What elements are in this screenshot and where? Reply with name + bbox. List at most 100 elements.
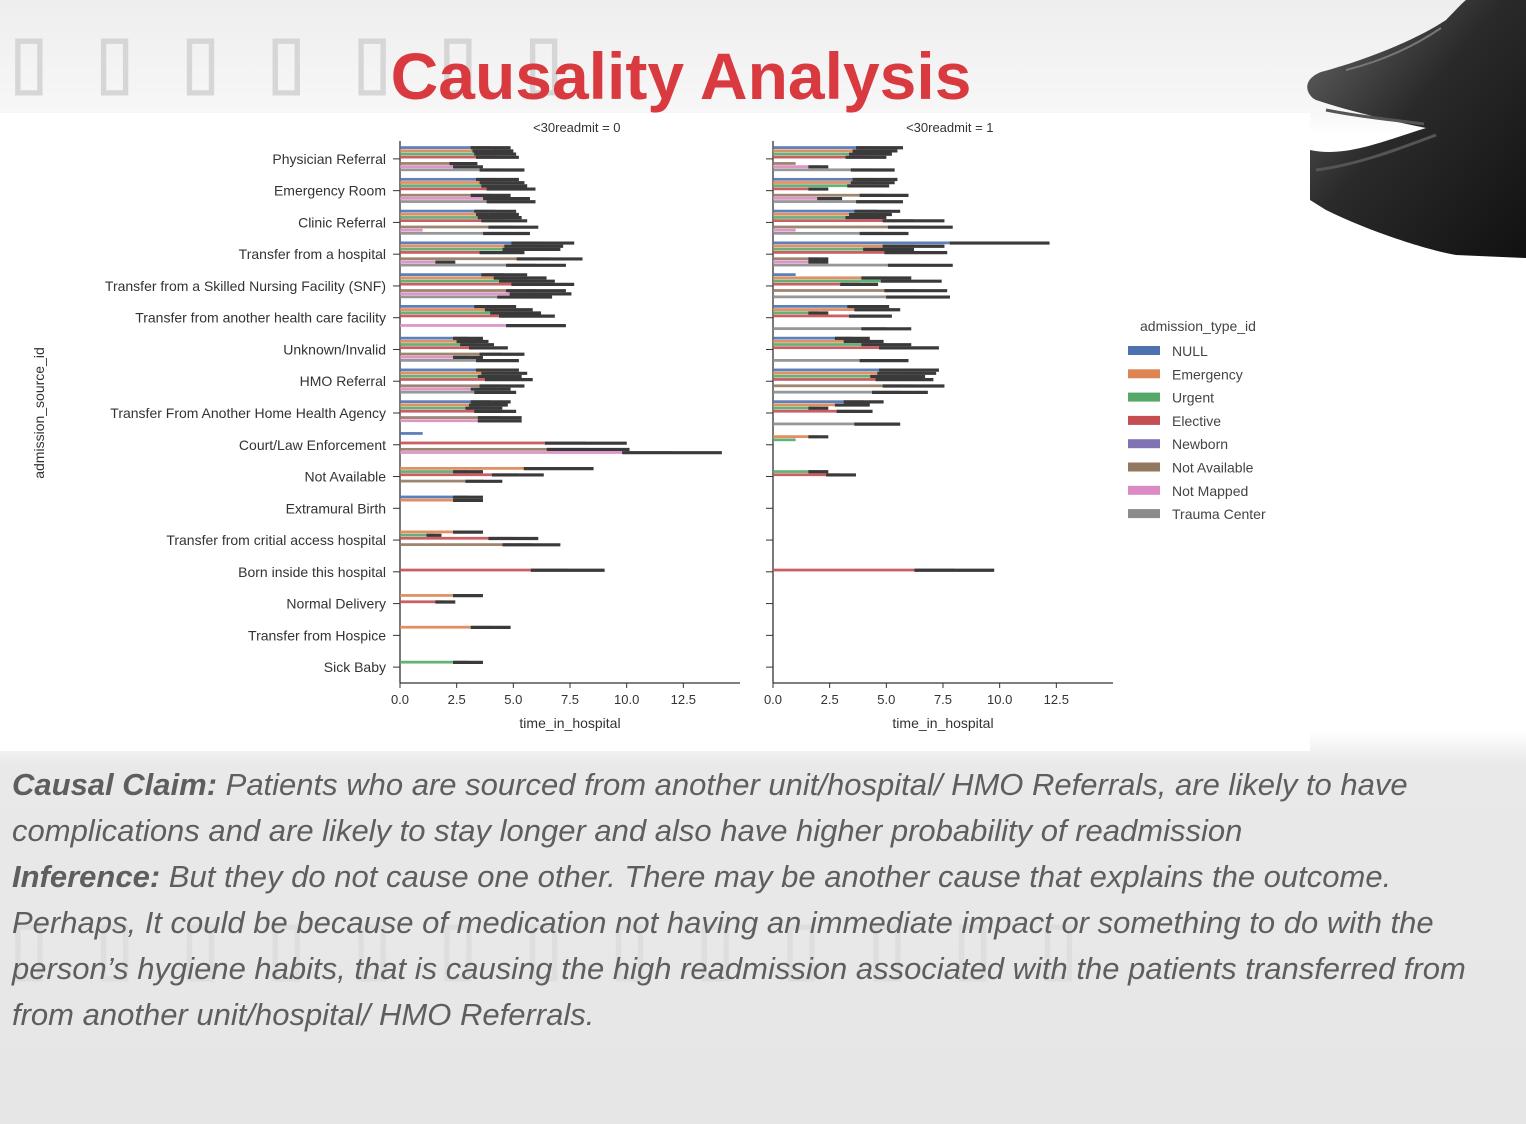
bar-emergency bbox=[400, 498, 468, 502]
bar-elective bbox=[400, 155, 498, 159]
legend-swatch-null bbox=[1128, 346, 1160, 355]
x-tick-label-1: 0.0 bbox=[764, 692, 782, 707]
bar-not-available bbox=[400, 543, 532, 547]
bar-not-available bbox=[773, 162, 796, 165]
bar-not-available bbox=[400, 162, 464, 165]
x-tick-label-0: 7.5 bbox=[561, 692, 579, 707]
bar-not-available bbox=[773, 225, 921, 229]
bar-elective bbox=[773, 568, 955, 572]
x-tick-label-1: 10.0 bbox=[987, 692, 1012, 707]
bar-elective bbox=[773, 473, 841, 477]
y-tick-label: Not Available bbox=[305, 469, 387, 485]
bar-null bbox=[773, 368, 909, 372]
bar-trauma-center bbox=[773, 327, 887, 331]
bar-null bbox=[773, 400, 864, 404]
bar-trauma-center bbox=[400, 295, 525, 299]
hand-image bbox=[1306, 0, 1526, 258]
bar-trauma-center bbox=[773, 422, 878, 426]
bar-not-available bbox=[400, 225, 514, 229]
bar-null bbox=[400, 432, 423, 435]
bar-elective bbox=[400, 251, 502, 254]
bar-not-available bbox=[400, 384, 502, 388]
bar-emergency bbox=[400, 244, 534, 248]
bar-elective bbox=[400, 409, 496, 413]
bar-not-mapped bbox=[773, 197, 830, 200]
bar-elective bbox=[773, 187, 819, 191]
bar-elective bbox=[400, 473, 518, 477]
bar-emergency bbox=[773, 435, 819, 439]
bar-not-mapped bbox=[400, 419, 500, 423]
y-tick-label: Unknown/Invalid bbox=[283, 341, 386, 357]
chart-background bbox=[0, 113, 1310, 751]
bar-null bbox=[400, 209, 496, 213]
bar-null bbox=[400, 305, 496, 308]
bar-not-available bbox=[773, 193, 885, 197]
bar-trauma-center bbox=[400, 359, 498, 362]
bar-elective bbox=[400, 314, 527, 318]
slide-notes: Causal Claim: Patients who are sourced f… bbox=[12, 762, 1517, 1038]
legend-title: admission_type_id bbox=[1140, 318, 1256, 334]
bar-elective bbox=[773, 314, 871, 318]
bar-elective bbox=[773, 155, 866, 159]
y-tick-label: Transfer from a Skilled Nursing Facility… bbox=[105, 278, 386, 294]
bar-chart: <30readmit = 0 0.0 2.5 5.0 7.5 10.0 12.5 time_i… bbox=[31, 120, 1266, 731]
bar-emergency bbox=[773, 371, 907, 375]
panel-title-1: <30readmit = 1 bbox=[906, 120, 993, 135]
bar-elective bbox=[400, 346, 489, 350]
causal-claim-text: Patients who are sourced from another un… bbox=[12, 767, 1408, 848]
bar-emergency bbox=[400, 308, 509, 311]
y-axis-label: admission_source_id bbox=[31, 347, 47, 479]
bar-emergency bbox=[400, 212, 498, 216]
y-tick-label: Clinic Referral bbox=[298, 214, 386, 230]
bar-emergency bbox=[773, 276, 887, 280]
bar-emergency bbox=[400, 276, 521, 280]
legend-label-elective: Elective bbox=[1172, 413, 1221, 429]
bar-null bbox=[773, 146, 880, 149]
bar-null bbox=[773, 305, 869, 308]
legend-swatch-newborn bbox=[1128, 439, 1160, 449]
y-tick-label: HMO Referral bbox=[300, 373, 386, 389]
bar-emergency bbox=[773, 149, 875, 153]
bar-not-available bbox=[400, 352, 502, 356]
bar-urgent bbox=[400, 406, 484, 410]
bar-emergency bbox=[773, 212, 871, 216]
bar-not-mapped bbox=[400, 324, 536, 327]
bar-not-available bbox=[400, 447, 589, 451]
bar-trauma-center bbox=[773, 263, 921, 267]
bar-urgent bbox=[773, 406, 819, 410]
bar-null bbox=[400, 336, 468, 340]
bar-urgent bbox=[400, 343, 478, 346]
x-tick-label-0: 10.0 bbox=[614, 692, 639, 707]
legend-swatch-trauma-center bbox=[1128, 509, 1160, 519]
bar-null bbox=[773, 336, 853, 340]
legend-label-urgent: Urgent bbox=[1172, 390, 1214, 406]
slide-title: Causality Analysis bbox=[390, 39, 972, 113]
x-axis-label-0: time_in_hospital bbox=[519, 715, 620, 731]
bar-null bbox=[400, 177, 498, 181]
bar-null bbox=[773, 209, 878, 213]
bar-not-mapped bbox=[400, 355, 468, 359]
bar-urgent bbox=[773, 279, 912, 283]
bar-urgent bbox=[773, 438, 796, 442]
bar-null bbox=[773, 273, 796, 277]
inference-label: Inference: bbox=[12, 859, 161, 894]
bar-urgent bbox=[773, 216, 866, 219]
bar-not-available bbox=[400, 479, 484, 483]
bar-emergency bbox=[773, 181, 873, 184]
bar-elective bbox=[400, 378, 509, 381]
bar-trauma-center bbox=[773, 295, 919, 299]
bar-not-mapped bbox=[400, 228, 423, 232]
bar-elective bbox=[773, 378, 905, 381]
bar-elective bbox=[773, 219, 914, 223]
bar-urgent bbox=[773, 374, 898, 378]
bar-urgent bbox=[400, 660, 468, 664]
bar-null bbox=[400, 146, 491, 149]
bar-elective bbox=[773, 346, 909, 350]
bar-not-mapped bbox=[400, 165, 468, 169]
bar-trauma-center bbox=[400, 231, 507, 235]
legend-label-null: NULL bbox=[1172, 343, 1208, 359]
bar-not-available bbox=[773, 384, 914, 388]
y-tick-label: Transfer from Hospice bbox=[248, 627, 386, 643]
bar-null bbox=[400, 273, 505, 277]
bar-emergency bbox=[400, 371, 505, 375]
